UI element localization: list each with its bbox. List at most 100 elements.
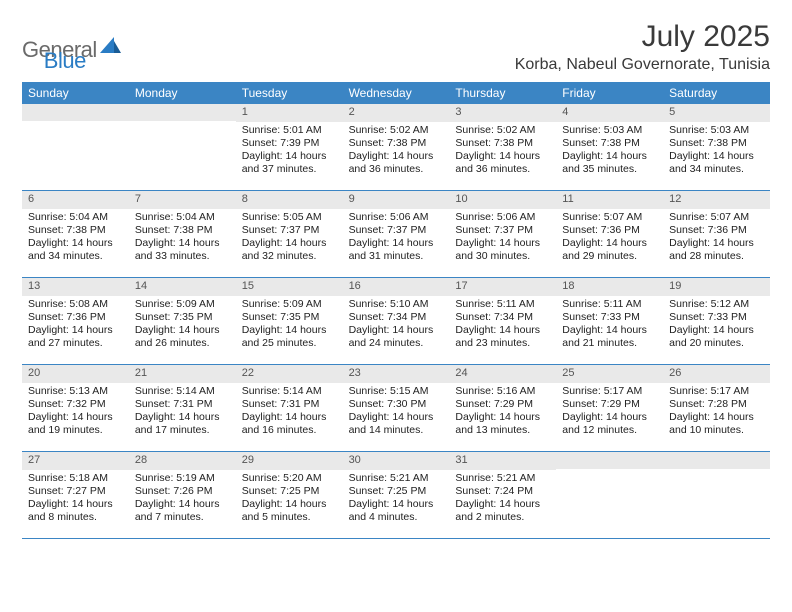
day-number: 12 (663, 191, 770, 209)
sunset-line: Sunset: 7:38 PM (135, 224, 230, 237)
sunrise-line: Sunrise: 5:07 AM (669, 211, 764, 224)
sunrise-line: Sunrise: 5:21 AM (349, 472, 444, 485)
day-body: Sunrise: 5:04 AMSunset: 7:38 PMDaylight:… (129, 209, 236, 268)
daylight-line: Daylight: 14 hours and 36 minutes. (349, 150, 444, 176)
day-body: Sunrise: 5:14 AMSunset: 7:31 PMDaylight:… (129, 383, 236, 442)
daylight-line: Daylight: 14 hours and 34 minutes. (669, 150, 764, 176)
sunrise-line: Sunrise: 5:20 AM (242, 472, 337, 485)
day-number: 2 (343, 104, 450, 122)
sunrise-line: Sunrise: 5:19 AM (135, 472, 230, 485)
daylight-line: Daylight: 14 hours and 33 minutes. (135, 237, 230, 263)
daylight-line: Daylight: 14 hours and 19 minutes. (28, 411, 123, 437)
month-title: July 2025 (515, 20, 770, 54)
sunset-line: Sunset: 7:24 PM (455, 485, 550, 498)
sunrise-line: Sunrise: 5:09 AM (135, 298, 230, 311)
day-body: Sunrise: 5:20 AMSunset: 7:25 PMDaylight:… (236, 470, 343, 529)
day-body: Sunrise: 5:05 AMSunset: 7:37 PMDaylight:… (236, 209, 343, 268)
day-body: Sunrise: 5:21 AMSunset: 7:24 PMDaylight:… (449, 470, 556, 529)
day-number: 22 (236, 365, 343, 383)
calendar-cell: 11Sunrise: 5:07 AMSunset: 7:36 PMDayligh… (556, 191, 663, 277)
daylight-line: Daylight: 14 hours and 23 minutes. (455, 324, 550, 350)
sunrise-line: Sunrise: 5:17 AM (562, 385, 657, 398)
location: Korba, Nabeul Governorate, Tunisia (515, 56, 770, 74)
day-number: 8 (236, 191, 343, 209)
day-body: Sunrise: 5:17 AMSunset: 7:28 PMDaylight:… (663, 383, 770, 442)
calendar-cell: 16Sunrise: 5:10 AMSunset: 7:34 PMDayligh… (343, 278, 450, 364)
calendar-cell: 19Sunrise: 5:12 AMSunset: 7:33 PMDayligh… (663, 278, 770, 364)
calendar-cell: 30Sunrise: 5:21 AMSunset: 7:25 PMDayligh… (343, 452, 450, 538)
day-number: 11 (556, 191, 663, 209)
sunset-line: Sunset: 7:38 PM (28, 224, 123, 237)
calendar: SundayMondayTuesdayWednesdayThursdayFrid… (22, 82, 770, 539)
sunset-line: Sunset: 7:39 PM (242, 137, 337, 150)
daylight-line: Daylight: 14 hours and 16 minutes. (242, 411, 337, 437)
calendar-cell: 20Sunrise: 5:13 AMSunset: 7:32 PMDayligh… (22, 365, 129, 451)
day-body: Sunrise: 5:02 AMSunset: 7:38 PMDaylight:… (343, 122, 450, 181)
day-number: 10 (449, 191, 556, 209)
daylight-line: Daylight: 14 hours and 26 minutes. (135, 324, 230, 350)
day-number: 24 (449, 365, 556, 383)
sunrise-line: Sunrise: 5:08 AM (28, 298, 123, 311)
day-number: 7 (129, 191, 236, 209)
daylight-line: Daylight: 14 hours and 37 minutes. (242, 150, 337, 176)
sunrise-line: Sunrise: 5:04 AM (135, 211, 230, 224)
daylight-line: Daylight: 14 hours and 5 minutes. (242, 498, 337, 524)
calendar-cell: 8Sunrise: 5:05 AMSunset: 7:37 PMDaylight… (236, 191, 343, 277)
sunrise-line: Sunrise: 5:13 AM (28, 385, 123, 398)
sunrise-line: Sunrise: 5:18 AM (28, 472, 123, 485)
calendar-cell: 31Sunrise: 5:21 AMSunset: 7:24 PMDayligh… (449, 452, 556, 538)
logo: General Blue (22, 26, 86, 74)
calendar-cell: 14Sunrise: 5:09 AMSunset: 7:35 PMDayligh… (129, 278, 236, 364)
sunrise-line: Sunrise: 5:06 AM (349, 211, 444, 224)
calendar-cell: 12Sunrise: 5:07 AMSunset: 7:36 PMDayligh… (663, 191, 770, 277)
calendar-cell: 6Sunrise: 5:04 AMSunset: 7:38 PMDaylight… (22, 191, 129, 277)
day-body: Sunrise: 5:13 AMSunset: 7:32 PMDaylight:… (22, 383, 129, 442)
sunset-line: Sunset: 7:37 PM (242, 224, 337, 237)
daylight-line: Daylight: 14 hours and 24 minutes. (349, 324, 444, 350)
calendar-cell: 29Sunrise: 5:20 AMSunset: 7:25 PMDayligh… (236, 452, 343, 538)
daylight-line: Daylight: 14 hours and 4 minutes. (349, 498, 444, 524)
day-body: Sunrise: 5:07 AMSunset: 7:36 PMDaylight:… (663, 209, 770, 268)
day-number: 21 (129, 365, 236, 383)
sunset-line: Sunset: 7:32 PM (28, 398, 123, 411)
daylight-line: Daylight: 14 hours and 10 minutes. (669, 411, 764, 437)
day-number: 5 (663, 104, 770, 122)
calendar-cell: 2Sunrise: 5:02 AMSunset: 7:38 PMDaylight… (343, 104, 450, 190)
calendar-cell: 5Sunrise: 5:03 AMSunset: 7:38 PMDaylight… (663, 104, 770, 190)
week-row: 20Sunrise: 5:13 AMSunset: 7:32 PMDayligh… (22, 365, 770, 452)
daylight-line: Daylight: 14 hours and 28 minutes. (669, 237, 764, 263)
day-body: Sunrise: 5:11 AMSunset: 7:34 PMDaylight:… (449, 296, 556, 355)
day-body: Sunrise: 5:14 AMSunset: 7:31 PMDaylight:… (236, 383, 343, 442)
calendar-cell: 18Sunrise: 5:11 AMSunset: 7:33 PMDayligh… (556, 278, 663, 364)
day-number: 1 (236, 104, 343, 122)
daylight-line: Daylight: 14 hours and 34 minutes. (28, 237, 123, 263)
sunrise-line: Sunrise: 5:02 AM (455, 124, 550, 137)
sunrise-line: Sunrise: 5:01 AM (242, 124, 337, 137)
sunrise-line: Sunrise: 5:16 AM (455, 385, 550, 398)
daylight-line: Daylight: 14 hours and 30 minutes. (455, 237, 550, 263)
calendar-cell: 26Sunrise: 5:17 AMSunset: 7:28 PMDayligh… (663, 365, 770, 451)
sunset-line: Sunset: 7:38 PM (349, 137, 444, 150)
day-number-empty (22, 104, 129, 121)
daylight-line: Daylight: 14 hours and 32 minutes. (242, 237, 337, 263)
daylight-line: Daylight: 14 hours and 27 minutes. (28, 324, 123, 350)
sunrise-line: Sunrise: 5:06 AM (455, 211, 550, 224)
title-block: July 2025 Korba, Nabeul Governorate, Tun… (515, 20, 770, 74)
calendar-cell (22, 104, 129, 190)
day-body: Sunrise: 5:04 AMSunset: 7:38 PMDaylight:… (22, 209, 129, 268)
weekday-header: SundayMondayTuesdayWednesdayThursdayFrid… (22, 82, 770, 104)
calendar-cell: 27Sunrise: 5:18 AMSunset: 7:27 PMDayligh… (22, 452, 129, 538)
day-number: 6 (22, 191, 129, 209)
day-body: Sunrise: 5:02 AMSunset: 7:38 PMDaylight:… (449, 122, 556, 181)
calendar-cell: 23Sunrise: 5:15 AMSunset: 7:30 PMDayligh… (343, 365, 450, 451)
day-number: 29 (236, 452, 343, 470)
calendar-cell: 13Sunrise: 5:08 AMSunset: 7:36 PMDayligh… (22, 278, 129, 364)
day-number-empty (129, 104, 236, 121)
day-body: Sunrise: 5:03 AMSunset: 7:38 PMDaylight:… (663, 122, 770, 181)
daylight-line: Daylight: 14 hours and 7 minutes. (135, 498, 230, 524)
day-number: 3 (449, 104, 556, 122)
daylight-line: Daylight: 14 hours and 2 minutes. (455, 498, 550, 524)
day-body: Sunrise: 5:06 AMSunset: 7:37 PMDaylight:… (343, 209, 450, 268)
day-number: 26 (663, 365, 770, 383)
calendar-cell: 21Sunrise: 5:14 AMSunset: 7:31 PMDayligh… (129, 365, 236, 451)
